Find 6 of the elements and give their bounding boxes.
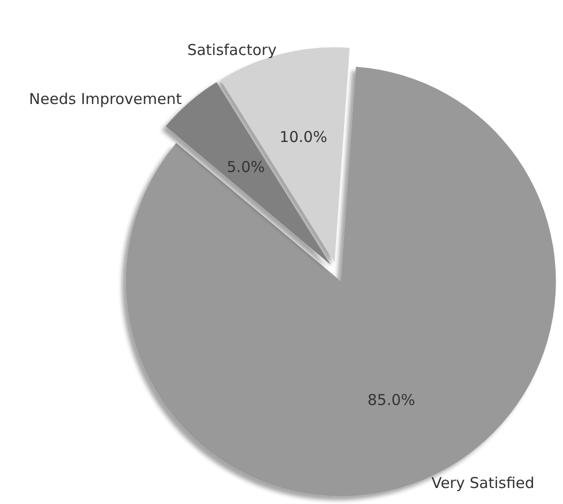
slice-label: Very Satisfied — [431, 474, 534, 492]
data-label: 5.0% — [226, 158, 265, 176]
slice-label: Satisfactory — [187, 40, 277, 59]
slice-label: Needs Improvement — [29, 90, 182, 108]
data-label: 10.0% — [280, 128, 328, 146]
data-label: 85.0% — [367, 390, 416, 409]
